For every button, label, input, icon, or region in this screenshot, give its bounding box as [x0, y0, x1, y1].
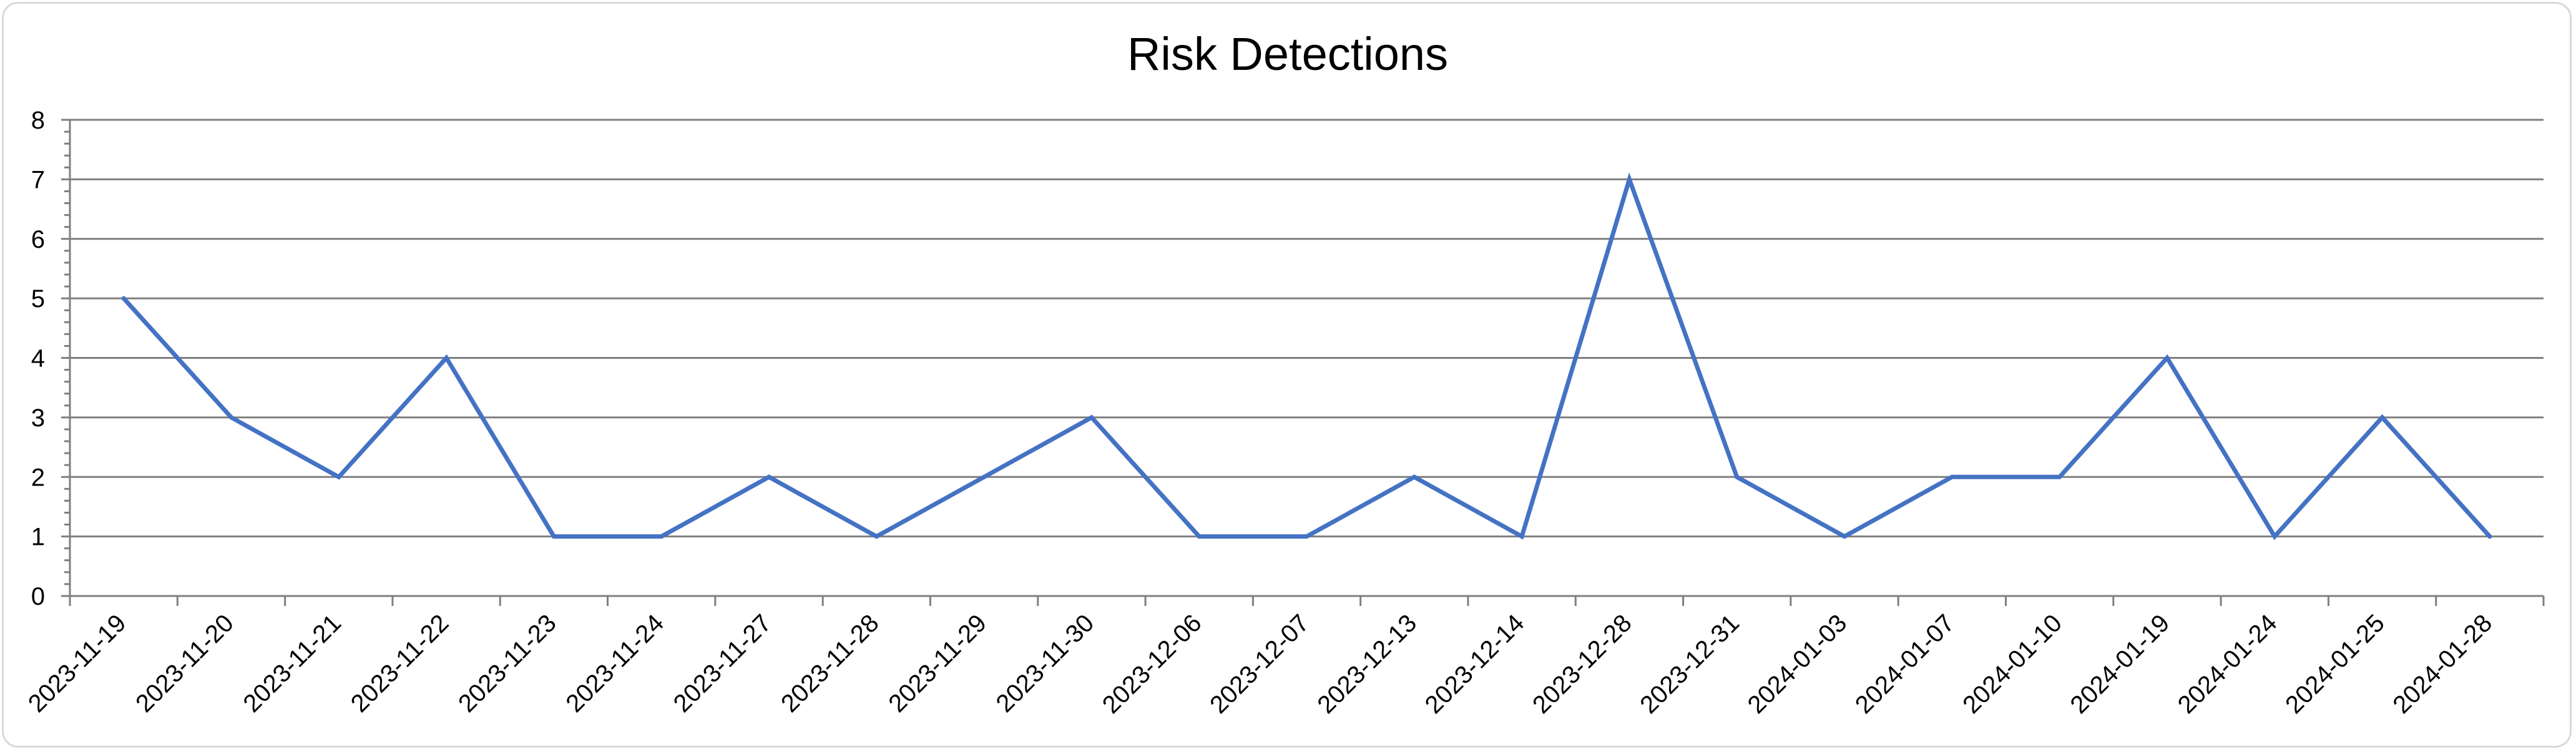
data-point — [551, 534, 556, 539]
data-point — [766, 474, 771, 479]
x-tick-label: 2024-01-07 — [1850, 609, 1960, 719]
data-point — [1089, 415, 1094, 420]
axes — [61, 119, 2545, 606]
data-point — [2165, 356, 2170, 360]
y-axis-tick-labels: 0 1 2 3 4 5 6 7 8 — [31, 107, 45, 610]
data-point — [874, 534, 879, 539]
data-point — [1949, 474, 1954, 479]
x-tick-label: 2023-11-30 — [991, 609, 1100, 718]
data-point — [1519, 534, 1524, 539]
data-point — [659, 534, 664, 539]
y-tick-label: 8 — [31, 107, 45, 134]
x-tick-label: 2024-01-19 — [2065, 609, 2175, 719]
x-tick-label: 2024-01-28 — [2387, 609, 2497, 719]
x-tick-label: 2023-12-14 — [1420, 609, 1530, 719]
x-tick-label: 2023-11-29 — [883, 609, 992, 718]
data-point — [444, 356, 449, 360]
y-tick-label: 7 — [31, 166, 45, 193]
x-tick-label: 2023-12-07 — [1205, 609, 1315, 719]
data-point — [1627, 177, 1632, 182]
data-point — [1412, 474, 1417, 479]
series-line — [121, 172, 2492, 540]
gridlines — [70, 119, 2544, 538]
data-point — [121, 296, 126, 301]
x-tick-label: 2023-12-31 — [1635, 609, 1745, 719]
data-point — [2487, 534, 2492, 539]
y-tick-label: 3 — [31, 404, 45, 432]
x-tick-label: 2023-12-13 — [1312, 609, 1422, 719]
x-tick-label: 2024-01-10 — [1957, 609, 2067, 719]
y-tick-label: 5 — [31, 285, 45, 313]
data-point — [2380, 415, 2385, 420]
x-tick-label: 2023-11-19 — [23, 609, 132, 718]
data-point — [2057, 474, 2062, 479]
x-tick-label: 2023-11-28 — [776, 609, 884, 718]
data-point — [336, 474, 341, 479]
y-tick-label: 1 — [31, 524, 45, 551]
x-tick-label: 2023-11-27 — [668, 609, 777, 718]
y-tick-label: 0 — [31, 583, 45, 610]
data-point — [1305, 534, 1309, 539]
x-tick-label: 2023-12-06 — [1097, 609, 1207, 719]
data-point — [1197, 534, 1202, 539]
x-tick-label: 2023-11-20 — [130, 609, 239, 718]
x-axis-tick-labels: 2023-11-192023-11-202023-11-212023-11-22… — [23, 609, 2497, 719]
x-tick-label: 2024-01-24 — [2173, 609, 2283, 719]
y-tick-label: 2 — [31, 464, 45, 491]
data-point — [1842, 534, 1847, 539]
data-point — [2272, 534, 2277, 539]
x-tick-label: 2024-01-03 — [1743, 609, 1853, 719]
x-tick-label: 2023-12-28 — [1527, 609, 1637, 719]
y-tick-label: 4 — [31, 345, 45, 373]
x-tick-label: 2023-11-23 — [453, 609, 562, 718]
data-point — [982, 474, 987, 479]
y-tick-label: 6 — [31, 226, 45, 253]
x-tick-label: 2023-11-22 — [346, 609, 454, 718]
x-tick-label: 2023-11-24 — [561, 609, 669, 718]
data-point — [228, 415, 233, 420]
x-tick-label: 2024-01-25 — [2280, 609, 2390, 719]
chart-title: Risk Detections — [1127, 28, 1448, 80]
x-tick-label: 2023-11-21 — [238, 609, 346, 718]
data-point — [1735, 474, 1740, 479]
